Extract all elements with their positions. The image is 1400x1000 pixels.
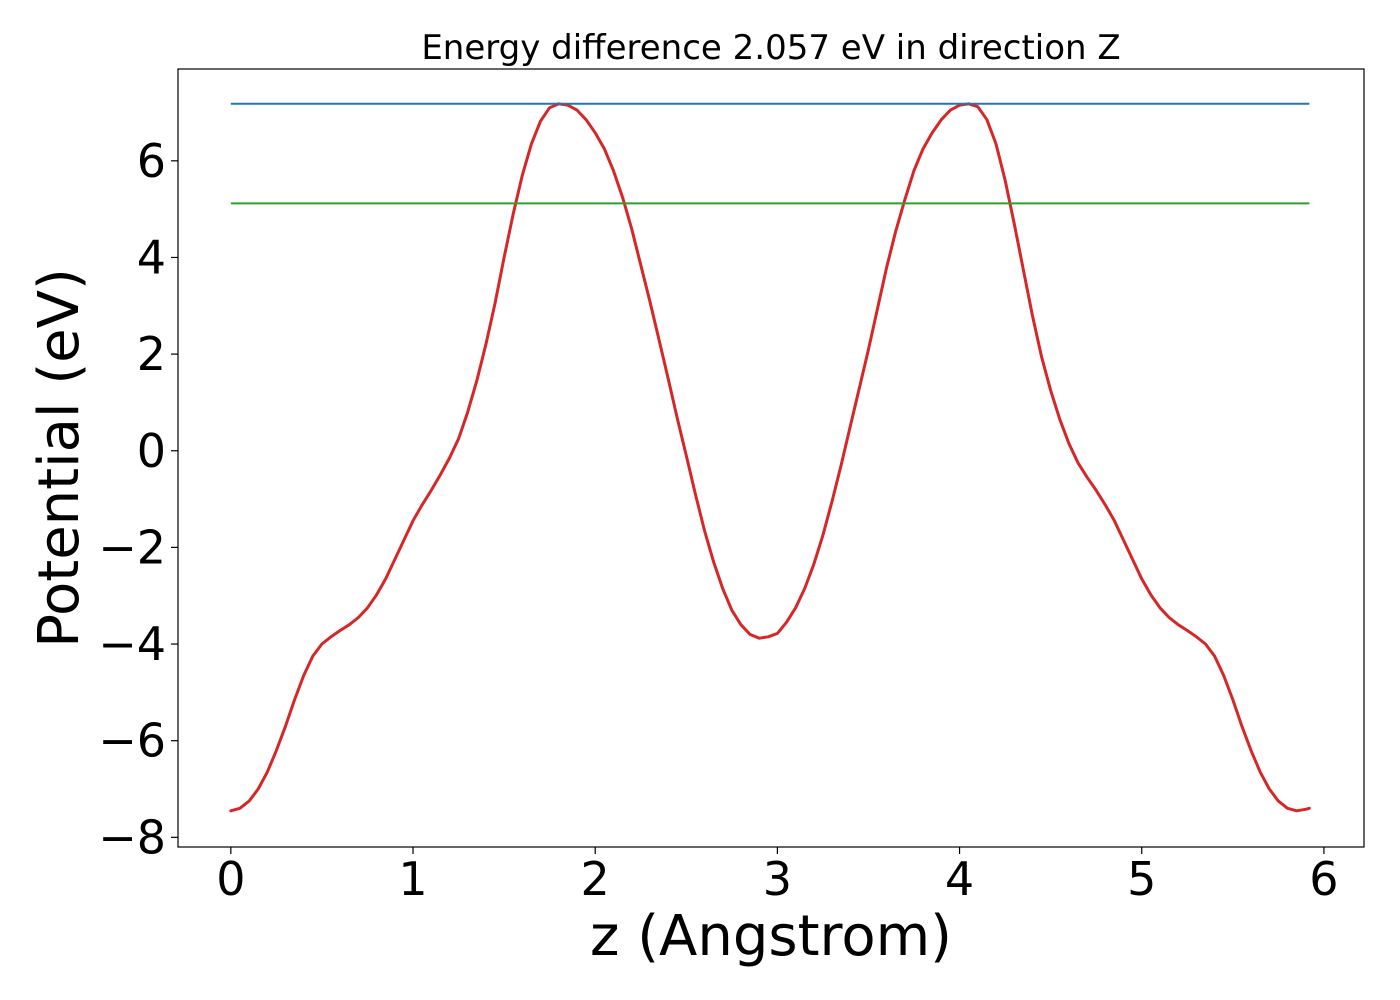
plot-area-frame (177, 68, 1365, 848)
y-tick-label: −6 (98, 714, 166, 768)
y-tick-label: 6 (137, 134, 166, 188)
y-tick-label: −4 (98, 617, 166, 671)
y-axis-label: Potential (eV) (27, 268, 92, 648)
x-tick-label: 4 (945, 852, 974, 906)
x-tick-label: 3 (763, 852, 792, 906)
y-tick-label: −8 (98, 810, 166, 864)
x-tick-label: 2 (581, 852, 610, 906)
potential-curve (229, 102, 1311, 813)
y-tick-label: 4 (137, 230, 166, 284)
x-tick-label: 1 (398, 852, 427, 906)
x-axis-ticks: 0 1 2 3 4 5 6 (216, 847, 1339, 906)
y-axis-ticks: −8 −6 −4 −2 0 2 4 6 (98, 134, 178, 864)
y-tick-label: 2 (137, 327, 166, 381)
plot-area-group (229, 102, 1311, 813)
chart-title: Energy difference 2.057 eV in direction … (421, 28, 1120, 68)
x-tick-label: 0 (216, 852, 245, 906)
y-tick-label: 0 (137, 424, 166, 478)
y-tick-label: −2 (98, 520, 166, 574)
x-axis-label: z (Angstrom) (590, 904, 952, 969)
x-tick-label: 6 (1309, 852, 1338, 906)
x-tick-label: 5 (1127, 852, 1156, 906)
